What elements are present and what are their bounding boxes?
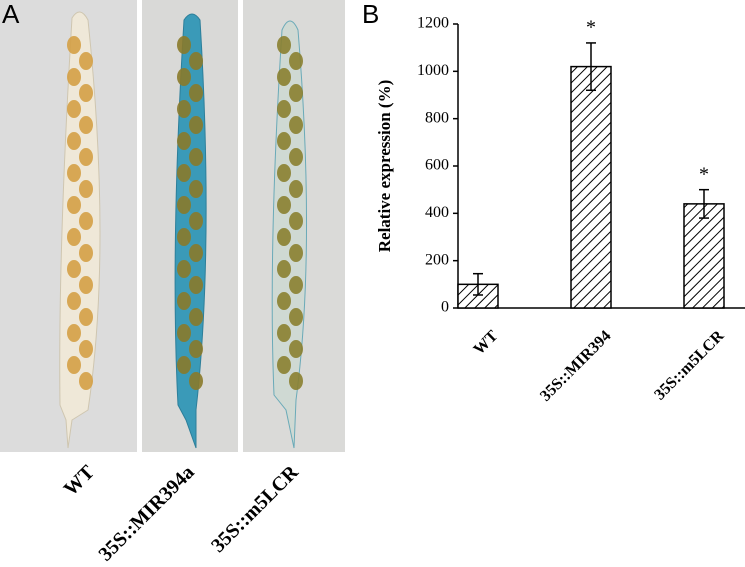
seed: [79, 180, 93, 198]
panel-label: A: [2, 0, 20, 29]
seed: [177, 292, 191, 310]
x-tick-label: 35S::m5LCR: [651, 327, 727, 403]
seed: [79, 340, 93, 358]
seed: [79, 52, 93, 70]
seed: [177, 356, 191, 374]
seed: [67, 196, 81, 214]
seed: [277, 196, 291, 214]
seed: [177, 228, 191, 246]
bar: [570, 65, 612, 309]
panel-label: B: [362, 0, 379, 29]
seed: [289, 308, 303, 326]
seed: [189, 84, 203, 102]
seed: [277, 356, 291, 374]
seed: [289, 52, 303, 70]
seed: [277, 324, 291, 342]
seed: [177, 260, 191, 278]
seed: [189, 148, 203, 166]
y-tick-label: 600: [425, 157, 449, 174]
seed: [79, 84, 93, 102]
y-tick-label: 1200: [417, 15, 449, 32]
y-tick-label: 400: [425, 204, 449, 221]
photo-label: 35S::m5LCR: [207, 461, 303, 557]
seed: [79, 212, 93, 230]
seed: [177, 68, 191, 86]
seed: [67, 228, 81, 246]
seed: [177, 100, 191, 118]
y-tick-label: 1000: [417, 62, 449, 79]
y-tick-label: 200: [425, 251, 449, 268]
seed: [289, 340, 303, 358]
seed: [177, 196, 191, 214]
seed: [189, 180, 203, 198]
seed: [177, 132, 191, 150]
seed: [289, 372, 303, 390]
seed: [189, 276, 203, 294]
seed: [67, 260, 81, 278]
seed: [277, 36, 291, 54]
seed: [289, 212, 303, 230]
seed: [67, 324, 81, 342]
seed: [289, 84, 303, 102]
x-tick-label: WT: [471, 327, 502, 358]
seed: [289, 148, 303, 166]
seed: [67, 132, 81, 150]
photo-label: WT: [60, 461, 100, 501]
bar: [683, 203, 725, 309]
seed: [79, 372, 93, 390]
y-tick-label: 0: [441, 299, 449, 316]
seed: [67, 100, 81, 118]
seed: [289, 244, 303, 262]
seed: [189, 52, 203, 70]
seed: [277, 260, 291, 278]
seed: [277, 100, 291, 118]
seed: [277, 164, 291, 182]
seed: [67, 36, 81, 54]
seed: [177, 324, 191, 342]
seed: [177, 36, 191, 54]
x-tick-label: 35S::MIR394: [537, 327, 614, 404]
seed: [189, 244, 203, 262]
seed: [67, 356, 81, 374]
seed: [277, 68, 291, 86]
seed: [79, 116, 93, 134]
photo-label: 35S::MIR394a: [94, 461, 198, 565]
y-axis-label: Relative expression (%): [375, 80, 394, 253]
significance-marker: *: [699, 163, 709, 185]
seed: [67, 68, 81, 86]
seed: [289, 116, 303, 134]
seed: [177, 164, 191, 182]
significance-marker: *: [586, 17, 596, 39]
seed: [189, 116, 203, 134]
seed: [289, 180, 303, 198]
seed: [67, 164, 81, 182]
seed: [277, 132, 291, 150]
seed: [79, 244, 93, 262]
seed: [189, 308, 203, 326]
y-tick-label: 800: [425, 109, 449, 126]
seed: [189, 340, 203, 358]
seed: [277, 228, 291, 246]
seed: [79, 308, 93, 326]
seed: [79, 148, 93, 166]
seed: [289, 276, 303, 294]
seed: [189, 212, 203, 230]
seed: [277, 292, 291, 310]
seed: [79, 276, 93, 294]
photo-panel: A: [0, 0, 345, 452]
seed: [189, 372, 203, 390]
seed: [67, 292, 81, 310]
